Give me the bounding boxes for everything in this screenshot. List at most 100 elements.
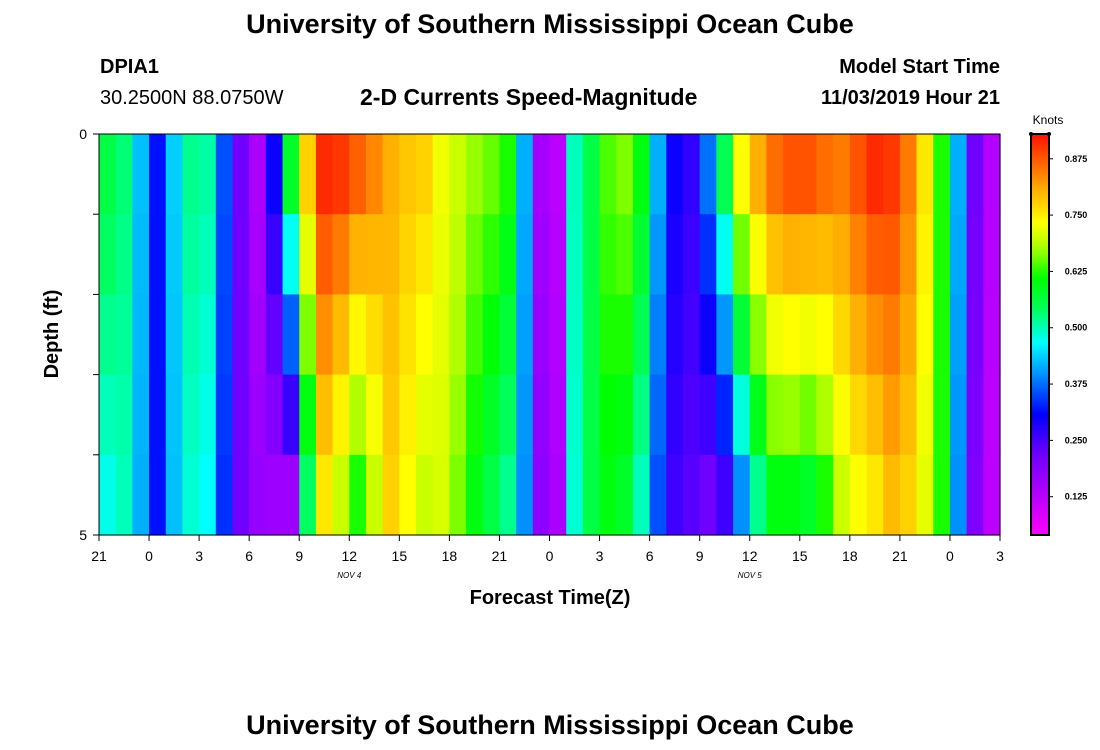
heatmap-cell bbox=[866, 454, 884, 536]
heatmap-cell bbox=[566, 454, 584, 536]
heatmap-cell bbox=[482, 374, 501, 456]
heatmap-cell bbox=[966, 454, 984, 536]
heatmap-cell bbox=[883, 294, 901, 376]
heatmap-cell bbox=[699, 214, 717, 295]
heatmap-cell bbox=[249, 454, 267, 536]
heatmap-cell bbox=[215, 294, 234, 376]
heatmap-cell bbox=[449, 134, 467, 215]
heatmap-cell bbox=[532, 374, 551, 456]
x-tick-label: 3 bbox=[596, 548, 604, 564]
heatmap-cell bbox=[165, 214, 184, 295]
heatmap-cell bbox=[749, 454, 768, 536]
heatmap-cell bbox=[299, 294, 317, 376]
heatmap-cell bbox=[799, 294, 818, 376]
heatmap-cell bbox=[382, 134, 400, 215]
heatmap-cell bbox=[833, 294, 851, 376]
heatmap-cell bbox=[399, 134, 417, 215]
heatmap-cell bbox=[783, 214, 801, 295]
colorbar-tick-label: 0.125 bbox=[1065, 492, 1088, 502]
heatmap-cell bbox=[733, 134, 751, 215]
heatmap-cell bbox=[132, 214, 150, 295]
date-label: NOV 5 bbox=[738, 571, 763, 580]
heatmap-cell bbox=[432, 374, 450, 456]
heatmap-cell bbox=[666, 454, 684, 536]
colorbar-ticks: 0.125 0.250 0.375 0.500 0.625 0.750 0.875 bbox=[1049, 154, 1087, 502]
x-tick-label: 18 bbox=[442, 548, 458, 564]
heatmap-cell bbox=[933, 294, 951, 376]
date-label: NOV 4 bbox=[337, 571, 362, 580]
heatmap-cell bbox=[883, 214, 901, 295]
heatmap-cell bbox=[265, 374, 284, 456]
heatmap-cell bbox=[232, 374, 250, 456]
heatmap-cell bbox=[416, 454, 434, 536]
heatmap-cell bbox=[733, 214, 751, 295]
heatmap-cell bbox=[883, 134, 901, 215]
heatmap-cell bbox=[482, 214, 501, 295]
heatmap-cell bbox=[449, 214, 467, 295]
heatmap-cell bbox=[199, 134, 217, 215]
colorbar bbox=[1030, 133, 1050, 536]
heatmap-cell bbox=[132, 374, 150, 456]
colorbar-corner-marker bbox=[1029, 132, 1033, 136]
heatmap-cell bbox=[315, 454, 334, 536]
heatmap-cell bbox=[432, 454, 450, 536]
heatmap-cell bbox=[282, 294, 300, 376]
heatmap-cell bbox=[132, 134, 150, 215]
heatmap-cell bbox=[983, 214, 1001, 295]
heatmap-cell bbox=[616, 134, 634, 215]
heatmap-cell bbox=[916, 134, 934, 215]
heatmap-cell bbox=[866, 134, 884, 215]
heatmap-cell bbox=[599, 294, 617, 376]
heatmap-cell bbox=[199, 454, 217, 536]
colorbar-tick-label: 0.500 bbox=[1065, 323, 1088, 333]
heatmap-cell bbox=[516, 294, 534, 376]
heatmap-cell bbox=[416, 374, 434, 456]
heatmap-cell bbox=[365, 214, 384, 295]
heatmap-cell bbox=[666, 294, 684, 376]
x-tick-label: 15 bbox=[792, 548, 808, 564]
heatmap-cell bbox=[349, 454, 367, 536]
heatmap-cell bbox=[716, 134, 734, 215]
heatmap-cell bbox=[899, 374, 918, 456]
heatmap-cell bbox=[916, 214, 934, 295]
heatmap-cell bbox=[182, 134, 200, 215]
heatmap-cell bbox=[99, 374, 117, 456]
heatmap-cell bbox=[766, 374, 784, 456]
heatmap-cell bbox=[165, 134, 184, 215]
footer-title: University of Southern Mississippi Ocean… bbox=[246, 710, 854, 740]
heatmap-cell bbox=[966, 134, 984, 215]
heatmap-cell bbox=[399, 214, 417, 295]
x-tick-label: 12 bbox=[742, 548, 758, 564]
heatmap-cell bbox=[265, 134, 284, 215]
heatmap-cell bbox=[582, 134, 601, 215]
heatmap-cell bbox=[599, 454, 617, 536]
heatmap-cell bbox=[849, 454, 868, 536]
heatmap-cell bbox=[99, 294, 117, 376]
heatmap-cell bbox=[549, 454, 567, 536]
heatmap-cell bbox=[182, 374, 200, 456]
heatmap-cell bbox=[466, 134, 484, 215]
heatmap-cell bbox=[532, 294, 551, 376]
heatmap-cell bbox=[365, 374, 384, 456]
heatmap-cell bbox=[115, 454, 133, 536]
heatmap-cell bbox=[482, 294, 501, 376]
heatmap-cell bbox=[933, 454, 951, 536]
heatmap-cell bbox=[816, 214, 834, 295]
heatmap-cell bbox=[265, 294, 284, 376]
heatmap-cell bbox=[299, 134, 317, 215]
heatmap-cell bbox=[866, 214, 884, 295]
model-start-time: 11/03/2019 Hour 21 bbox=[820, 87, 1000, 109]
heatmap-cell bbox=[299, 214, 317, 295]
x-tick-label: 6 bbox=[646, 548, 654, 564]
heatmap-cell bbox=[833, 214, 851, 295]
heatmap-cell bbox=[549, 374, 567, 456]
x-tick-label: 15 bbox=[392, 548, 408, 564]
heatmap-cell bbox=[165, 374, 184, 456]
heatmap-cell bbox=[766, 454, 784, 536]
heatmap-cell bbox=[149, 374, 167, 456]
heatmap-cell bbox=[599, 134, 617, 215]
heatmap-cell bbox=[966, 294, 984, 376]
heatmap-cell bbox=[449, 294, 467, 376]
y-tick-label: 0 bbox=[79, 126, 87, 142]
colorbar-tick-label: 0.250 bbox=[1065, 435, 1088, 445]
